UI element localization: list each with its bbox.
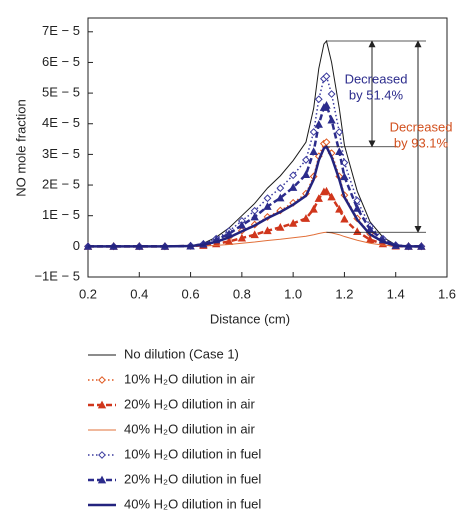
annotation: by 93.1% — [394, 135, 449, 150]
point-marker — [327, 90, 336, 98]
point-marker — [314, 194, 323, 202]
legend-marker — [97, 400, 107, 409]
point-marker — [289, 171, 298, 180]
legend-label: 10% H₂O dilution in air — [124, 371, 255, 386]
series-line — [88, 103, 422, 248]
point-marker — [263, 202, 272, 210]
annotation: by 51.4% — [349, 87, 404, 102]
point-marker — [327, 192, 336, 201]
point-marker — [322, 72, 331, 81]
point-marker — [314, 95, 323, 104]
point-marker — [250, 212, 259, 221]
point-marker — [314, 120, 323, 128]
point-marker — [301, 214, 311, 222]
y-tick-label: 3E − 5 — [42, 146, 80, 161]
legend-label: 20% H₂O dilution in fuel — [124, 471, 261, 486]
x-tick-label: 1.2 — [335, 286, 353, 301]
point-marker — [288, 219, 298, 227]
legend-marker — [98, 451, 106, 459]
x-axis-label: Distance (cm) — [210, 311, 290, 326]
series-line — [88, 144, 422, 248]
point-marker — [353, 203, 362, 212]
legend-marker — [97, 475, 107, 484]
point-marker — [250, 230, 259, 239]
point-marker — [237, 233, 247, 242]
point-marker — [309, 204, 318, 213]
x-tick-label: 0.2 — [79, 286, 97, 301]
point-marker — [263, 226, 272, 235]
y-tick-label: 1E − 5 — [42, 207, 80, 222]
point-marker — [365, 235, 375, 244]
point-marker — [263, 194, 272, 203]
point-marker — [340, 214, 349, 223]
x-tick-label: 1.6 — [438, 286, 456, 301]
point-marker — [322, 101, 331, 109]
x-tick-label: 1.0 — [284, 286, 302, 301]
point-marker — [276, 193, 285, 202]
point-marker — [237, 220, 247, 229]
point-marker — [276, 223, 285, 231]
annotation: Decreased — [345, 71, 408, 86]
legend-marker — [98, 376, 106, 384]
annotation: Decreased — [390, 119, 453, 134]
point-marker — [302, 156, 310, 164]
y-tick-label: 6E − 5 — [42, 54, 80, 69]
point-marker — [335, 128, 344, 136]
legend-label: 20% H₂O dilution in air — [124, 396, 255, 411]
point-marker — [335, 204, 344, 213]
point-marker — [353, 227, 362, 236]
point-marker — [335, 147, 344, 156]
point-marker — [322, 186, 331, 195]
y-tick-label: −1E − 5 — [34, 268, 80, 283]
x-tick-label: 1.4 — [387, 286, 405, 301]
point-marker — [309, 128, 318, 136]
y-tick-label: 4E − 5 — [42, 115, 80, 130]
y-tick-label: 5E − 5 — [42, 85, 80, 100]
plot-frame — [87, 17, 448, 278]
point-marker — [276, 184, 285, 193]
y-tick-label: 0 — [73, 238, 80, 253]
y-tick-label: 2E − 5 — [42, 176, 80, 191]
x-tick-label: 0.4 — [130, 286, 148, 301]
point-marker — [301, 170, 311, 179]
y-tick-label: 7E − 5 — [42, 23, 80, 38]
point-marker — [288, 183, 298, 191]
legend-label: 40% H₂O dilution in air — [124, 421, 255, 436]
y-axis-label: NO mole fraction — [13, 99, 28, 197]
legend-label: 40% H₂O dilution in fuel — [124, 496, 261, 511]
x-tick-label: 0.8 — [233, 286, 251, 301]
point-marker — [327, 115, 336, 124]
legend-label: 10% H₂O dilution in fuel — [124, 446, 261, 461]
x-tick-label: 0.6 — [182, 286, 200, 301]
point-marker — [309, 147, 318, 156]
point-marker — [340, 172, 349, 181]
legend-label: No dilution (Case 1) — [124, 346, 239, 361]
